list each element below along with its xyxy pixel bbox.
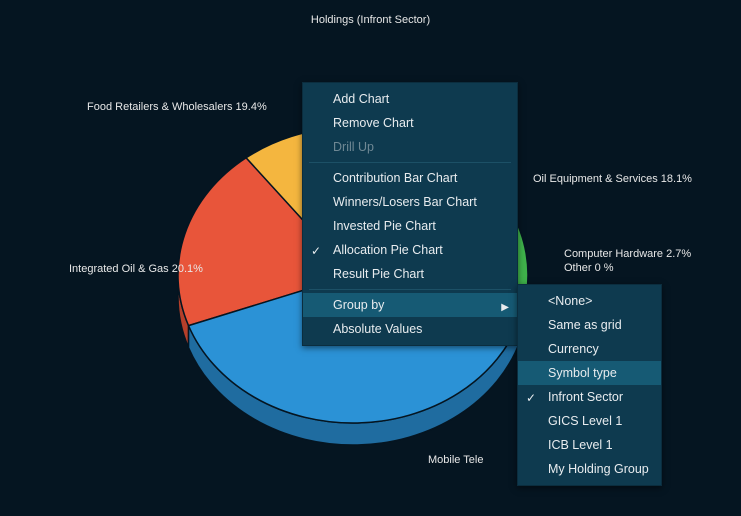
menu-item[interactable]: Symbol type (518, 361, 661, 385)
slice-label: Food Retailers & Wholesalers 19.4% (87, 101, 267, 113)
menu-item[interactable]: Invested Pie Chart (303, 214, 517, 238)
menu-item-label: My Holding Group (548, 462, 649, 476)
slice-label: Oil Equipment & Services 18.1% (533, 173, 692, 185)
menu-item-label: Infront Sector (548, 390, 623, 404)
menu-item-label: <None> (548, 294, 592, 308)
menu-item[interactable]: ICB Level 1 (518, 433, 661, 457)
menu-item[interactable]: Group by ▶ (303, 293, 517, 317)
context-menu[interactable]: Add Chart Remove Chart Drill Up Contributio… (302, 82, 518, 346)
menu-item-label: Currency (548, 342, 599, 356)
menu-item-label: Allocation Pie Chart (333, 243, 443, 257)
menu-item[interactable]: Infront Sector ✓ (518, 385, 661, 409)
menu-item-label: Symbol type (548, 366, 617, 380)
menu-item[interactable]: GICS Level 1 (518, 409, 661, 433)
menu-item-label: Absolute Values (333, 322, 422, 336)
menu-item-label: Remove Chart (333, 116, 414, 130)
check-icon: ✓ (311, 242, 321, 260)
menu-item-label: Invested Pie Chart (333, 219, 436, 233)
check-icon: ✓ (526, 389, 536, 407)
menu-item[interactable]: <None> (518, 289, 661, 313)
slice-label: Computer Hardware 2.7% (564, 248, 691, 260)
menu-item-label: ICB Level 1 (548, 438, 613, 452)
menu-item[interactable]: My Holding Group (518, 457, 661, 481)
menu-item[interactable]: Allocation Pie Chart ✓ (303, 238, 517, 262)
slice-label: Integrated Oil & Gas 20.1% (69, 263, 203, 275)
menu-item-label: Winners/Losers Bar Chart (333, 195, 477, 209)
menu-item-label: Drill Up (333, 140, 374, 154)
menu-item[interactable]: Winners/Losers Bar Chart (303, 190, 517, 214)
menu-item-label: Group by (333, 298, 384, 312)
submenu-arrow-icon: ▶ (501, 299, 509, 317)
menu-item[interactable]: Absolute Values (303, 317, 517, 341)
menu-separator (309, 289, 511, 290)
slice-label: Mobile Tele (428, 454, 483, 466)
menu-item[interactable]: Contribution Bar Chart (303, 166, 517, 190)
menu-item[interactable]: Result Pie Chart (303, 262, 517, 286)
menu-item-label: Result Pie Chart (333, 267, 424, 281)
menu-item[interactable]: Remove Chart (303, 111, 517, 135)
groupby-submenu[interactable]: <None> Same as grid Currency Symbol type Inf… (517, 284, 662, 486)
menu-item[interactable]: Same as grid (518, 313, 661, 337)
slice-label: Other 0 % (564, 262, 614, 274)
menu-item[interactable]: Currency (518, 337, 661, 361)
menu-item-label: Contribution Bar Chart (333, 171, 457, 185)
menu-item-label: GICS Level 1 (548, 414, 622, 428)
menu-item-label: Same as grid (548, 318, 622, 332)
menu-item: Drill Up (303, 135, 517, 159)
menu-item[interactable]: Add Chart (303, 87, 517, 111)
menu-item-label: Add Chart (333, 92, 389, 106)
menu-separator (309, 162, 511, 163)
